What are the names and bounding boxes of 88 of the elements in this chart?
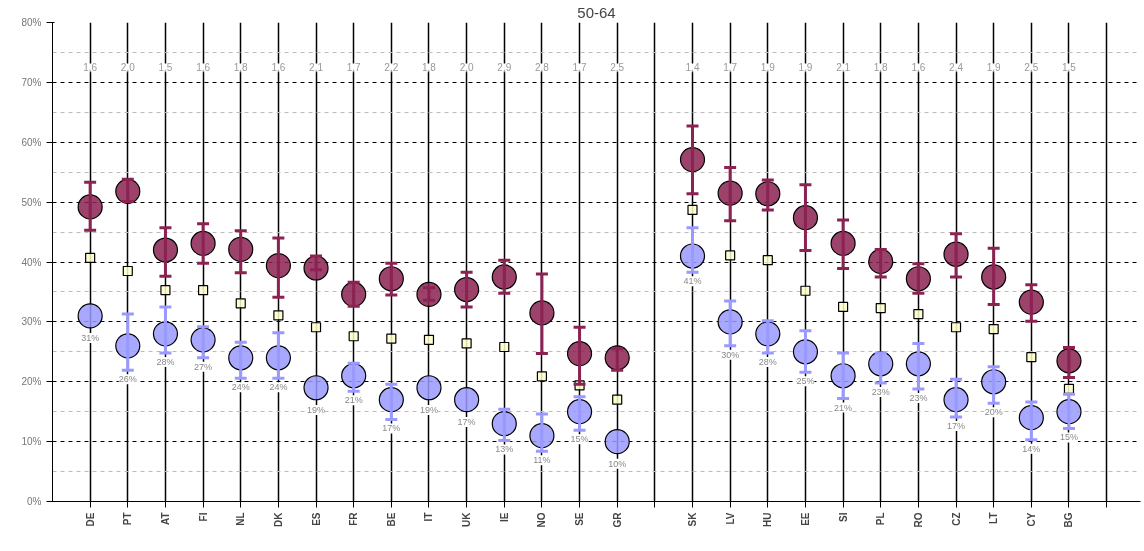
data-label: 10% [608, 458, 627, 469]
data-label: 17% [947, 421, 966, 432]
annotation: 2,9 [497, 62, 512, 74]
y-tick-label: 50% [21, 196, 42, 208]
data-label: 28% [156, 357, 175, 368]
annotation: 1,4 [685, 62, 700, 74]
data-label: 19% [307, 404, 326, 415]
x-tick-label: LV [724, 512, 736, 525]
y-tick-label: 70% [21, 76, 42, 88]
data-label: 13% [495, 444, 514, 455]
x-tick-label: ES [310, 512, 322, 526]
data-label: 41% [683, 276, 702, 287]
x-tick-label: CY [1025, 512, 1037, 527]
x-tick-label: EE [799, 512, 811, 526]
x-tick-label: SI [837, 512, 849, 522]
y-tick-label: 80% [21, 17, 42, 28]
data-label: 24% [231, 382, 250, 393]
data-label: 15% [1059, 432, 1078, 443]
annotation: 1,9 [986, 62, 1002, 74]
data-label: 25% [796, 376, 815, 387]
data-label: 27% [194, 361, 213, 372]
y-tick-label: 40% [21, 256, 42, 268]
x-tick-label: IE [498, 512, 510, 522]
x-tick-label: GR [611, 511, 623, 528]
y-tick-label: 30% [21, 316, 42, 328]
data-label: 23% [871, 386, 890, 397]
x-tick-label: FI [197, 512, 209, 522]
data-label: 17% [382, 423, 401, 434]
annotation: 2,1 [836, 62, 851, 74]
data-label: 30% [721, 349, 740, 360]
annotation: 1,6 [911, 62, 926, 74]
x-tick-label: AT [159, 512, 171, 526]
x-tick-label: HU [762, 512, 774, 527]
data-label: 31% [81, 333, 100, 344]
data-label: 15% [570, 434, 589, 445]
y-tick-label: 20% [21, 376, 42, 388]
annotation: 1,7 [346, 62, 362, 74]
x-tick-label: NL [235, 512, 247, 526]
x-tick-label: SK [687, 511, 698, 527]
annotation: 2,5 [610, 62, 625, 74]
annotation: 1,7 [723, 62, 738, 74]
annotation: 1,9 [798, 62, 813, 74]
annotation: 2,0 [120, 62, 136, 74]
x-tick-label: DK [272, 511, 284, 527]
x-tick-label: BE [385, 512, 397, 527]
data-label: 21% [834, 402, 853, 413]
annotation: 1,7 [572, 62, 587, 74]
annotation: 2,1 [309, 62, 324, 74]
x-tick-label: PT [122, 512, 134, 526]
annotation: 1,8 [422, 62, 437, 74]
y-tick-label: 60% [21, 136, 42, 148]
x-tick-label: RO [912, 512, 924, 528]
x-tick-label: SE [574, 512, 586, 526]
annotation: 1,5 [158, 62, 173, 74]
data-label: 19% [419, 404, 438, 415]
data-label: 11% [533, 455, 551, 466]
annotation: 2,2 [384, 62, 399, 74]
annotation: 1,8 [873, 62, 889, 74]
y-tick-label: 10% [21, 436, 42, 448]
annotation: 2,4 [949, 62, 964, 74]
data-label: 28% [758, 357, 777, 368]
data-label: 26% [118, 374, 137, 385]
x-tick-label: BG [1063, 512, 1075, 528]
y-tick-label: 0% [27, 496, 42, 507]
x-tick-label: DE [84, 512, 96, 527]
x-tick-label: NO [536, 512, 548, 528]
x-tick-label: LT [988, 512, 1000, 524]
annotation: 1,8 [233, 62, 249, 74]
x-tick-label: UK [461, 511, 473, 527]
data-label: 21% [344, 395, 363, 406]
x-tick-label: CZ [950, 512, 962, 526]
data-label: 23% [909, 392, 928, 403]
annotation: 2,0 [459, 62, 475, 74]
x-tick-label: PL [875, 512, 887, 526]
chart-title: 50-64 [577, 3, 616, 21]
data-label: 14% [1022, 443, 1041, 454]
annotation: 1,5 [1062, 62, 1077, 74]
annotation: 2,8 [534, 62, 550, 74]
x-tick-label: FR [348, 511, 360, 526]
annotation: 1,6 [83, 62, 98, 74]
annotation: 2,5 [1024, 62, 1039, 74]
annotation: 1,6 [271, 62, 286, 74]
data-label: 20% [984, 407, 1003, 418]
x-tick-label: IT [423, 512, 435, 522]
annotation: 1,9 [760, 62, 776, 74]
data-label: 17% [457, 416, 476, 427]
data-label: 24% [269, 382, 288, 393]
annotation: 1,6 [196, 62, 211, 74]
